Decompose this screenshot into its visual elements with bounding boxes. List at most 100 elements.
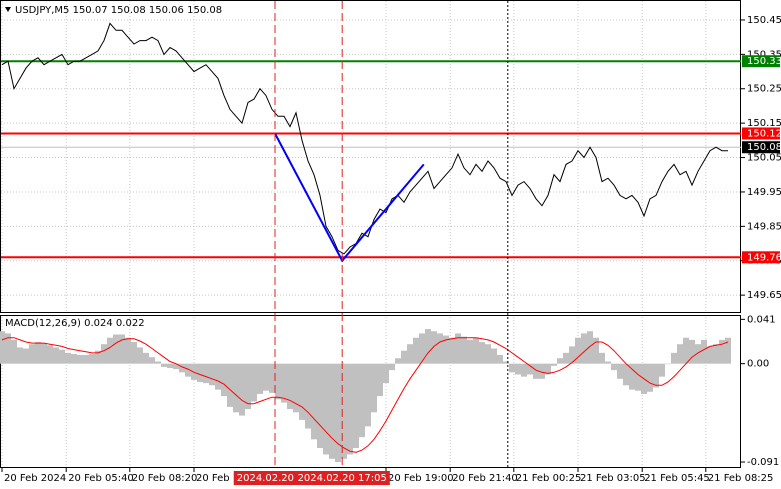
- histogram-bar: [281, 363, 287, 403]
- histogram-bar: [107, 337, 113, 364]
- histogram-bar: [689, 339, 695, 364]
- histogram-bar: [383, 363, 389, 384]
- histogram-bar: [317, 363, 323, 448]
- x-tick-label: 20 Feb 05:40: [68, 473, 134, 484]
- histogram-bar: [695, 344, 701, 364]
- histogram-bar: [239, 363, 245, 416]
- histogram-bar: [113, 334, 119, 364]
- histogram-bar: [713, 344, 719, 364]
- histogram-bar: [275, 363, 281, 400]
- y-tick-label: 0.00: [747, 359, 769, 370]
- histogram-bar: [593, 337, 599, 364]
- level-label-box: [742, 127, 780, 140]
- level-label: 150.12: [747, 128, 781, 139]
- level-label: 150.33: [747, 56, 781, 67]
- histogram-bar: [311, 363, 317, 440]
- histogram-bar: [653, 363, 659, 388]
- histogram-bar: [329, 363, 335, 459]
- histogram-bar: [437, 333, 443, 364]
- histogram-bar: [209, 363, 215, 386]
- macd-title: MACD(12,26,9) 0.024 0.022: [5, 318, 145, 329]
- histogram-bar: [539, 363, 545, 379]
- histogram-bar: [389, 363, 395, 371]
- histogram-bar: [131, 342, 137, 364]
- histogram-bar: [473, 337, 479, 364]
- histogram-bar: [155, 361, 161, 364]
- histogram-bar: [149, 357, 155, 364]
- y-tick-label: 149.95: [747, 187, 781, 198]
- y-tick-label: 150.05: [747, 153, 781, 164]
- y-tick-label: 149.65: [747, 290, 781, 301]
- histogram-bar: [599, 352, 605, 364]
- histogram-bar: [605, 361, 611, 364]
- histogram-bar: [515, 363, 521, 375]
- histogram-bar: [29, 344, 35, 364]
- time-label-text: 2024.02.20 14:: [237, 473, 314, 484]
- y-tick-label: 149.85: [747, 221, 781, 232]
- x-tick-label: 21 Feb 05:45: [644, 473, 710, 484]
- histogram-bar: [683, 337, 689, 364]
- histogram-bar: [125, 337, 131, 364]
- histogram-bar: [257, 363, 263, 394]
- histogram-bar: [65, 352, 71, 364]
- histogram-bar: [185, 363, 191, 377]
- time-label: 2024.02.20 17:05: [294, 471, 390, 485]
- histogram-bar: [143, 352, 149, 364]
- histogram-bar: [299, 363, 305, 420]
- histogram-bar: [23, 348, 29, 364]
- histogram-bar: [347, 363, 353, 455]
- histogram-bar: [53, 347, 59, 364]
- histogram-bar: [353, 363, 359, 448]
- histogram-bar: [5, 333, 11, 364]
- histogram-bar: [635, 363, 641, 391]
- histogram-bar: [47, 345, 53, 364]
- histogram-bar: [17, 347, 23, 364]
- histogram-bar: [509, 363, 515, 373]
- histogram-bar: [563, 352, 569, 364]
- histogram-bar: [533, 363, 539, 379]
- histogram-bar: [497, 355, 503, 364]
- level-label: 149.76: [747, 252, 781, 263]
- x-tick-label: 21 Feb 03:05: [580, 473, 646, 484]
- histogram-bar: [659, 363, 665, 377]
- histogram-bar: [413, 337, 419, 364]
- histogram-bar: [287, 363, 293, 410]
- histogram-bar: [467, 339, 473, 364]
- y-tick-label: -0.091: [747, 457, 779, 468]
- histogram-bar: [569, 346, 575, 364]
- y-tick-label: 150.15: [747, 118, 781, 129]
- histogram-bar: [179, 363, 185, 373]
- y-tick-label: 150.45: [747, 15, 781, 26]
- level-label-box: [742, 251, 780, 264]
- histogram-bar: [77, 355, 83, 364]
- level-label-box: [742, 141, 780, 154]
- histogram-bar: [431, 331, 437, 364]
- histogram-bar: [365, 363, 371, 427]
- histogram-bar: [221, 363, 227, 397]
- histogram-bar: [227, 363, 233, 407]
- time-label-text: 2024.02.20 17:05: [298, 473, 387, 484]
- histogram-bar: [11, 339, 17, 364]
- histogram-bar: [521, 363, 527, 377]
- x-tick-label: 21 Feb 00:25: [516, 473, 582, 484]
- histogram-bar: [587, 331, 593, 364]
- y-tick-label: 150.35: [747, 49, 781, 60]
- histogram-bar: [359, 363, 365, 438]
- histogram-bar: [575, 337, 581, 364]
- y-tick-label: 150.25: [747, 84, 781, 95]
- histogram-bar: [545, 363, 551, 375]
- histogram-bar: [665, 363, 671, 365]
- x-tick-label: 21 Feb 08:25: [708, 473, 774, 484]
- histogram-bar: [557, 358, 563, 364]
- histogram-bar: [629, 363, 635, 390]
- histogram-bar: [197, 363, 203, 383]
- histogram-bar: [203, 363, 209, 384]
- histogram-bar: [707, 346, 713, 364]
- histogram-bar: [719, 339, 725, 364]
- histogram-bar: [395, 358, 401, 364]
- histogram-bar: [0, 331, 5, 364]
- histogram-bar: [671, 352, 677, 364]
- histogram-bar: [263, 363, 269, 391]
